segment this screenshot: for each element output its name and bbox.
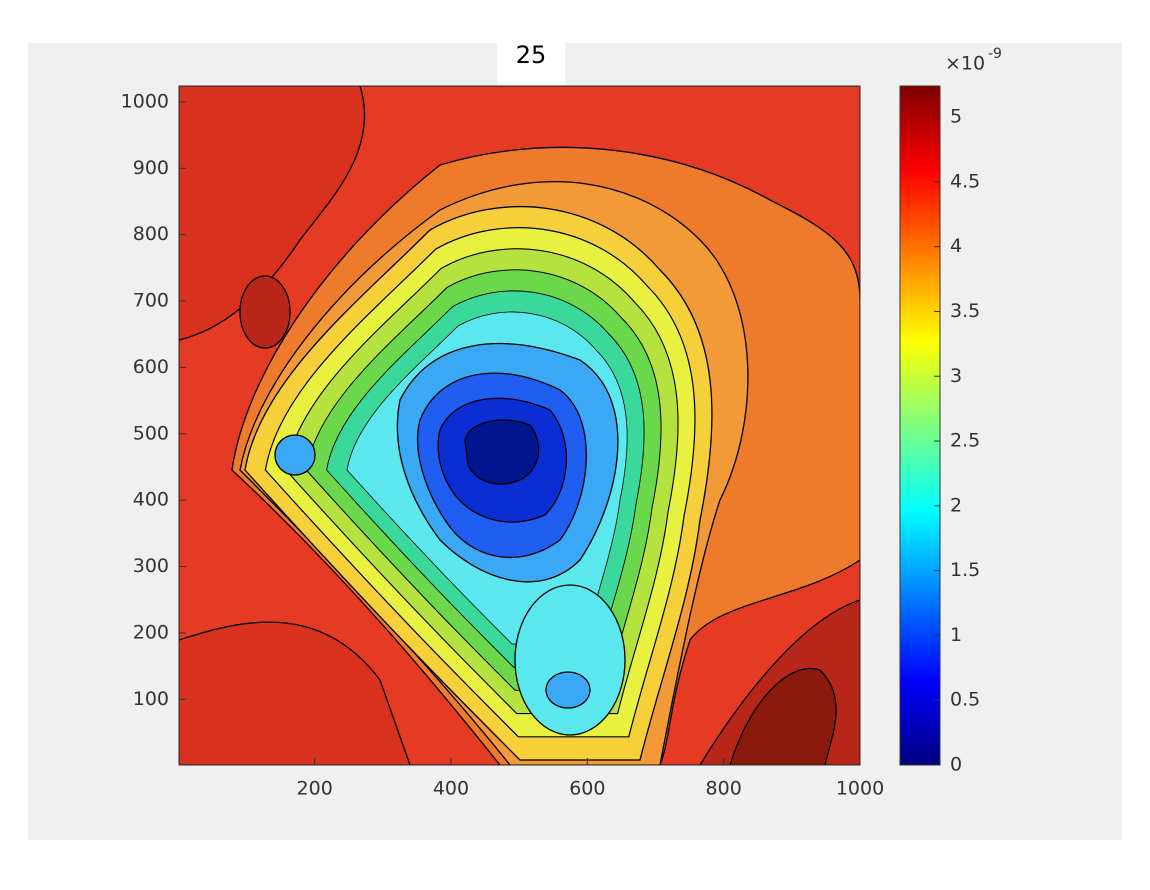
contour-level	[514, 584, 626, 736]
colorbar-tick-label: 1.5	[950, 559, 980, 581]
colorbar-tick-label: 0	[950, 754, 962, 776]
colorbar	[899, 85, 941, 766]
contour-field	[179, 86, 860, 765]
colorbar-tick-label: 3.5	[950, 300, 980, 322]
colorbar-tick-label: 5	[950, 106, 962, 128]
y-tick-label: 800	[133, 223, 169, 245]
y-tick-label: 600	[133, 356, 169, 378]
contour-level	[179, 621, 411, 765]
colorbar-tick-label: 2	[950, 494, 962, 516]
y-tick-label: 200	[133, 621, 169, 643]
colorbar-tick-label: 0.5	[950, 689, 980, 711]
contour-level	[729, 667, 837, 765]
contour-level	[239, 275, 291, 349]
title-box	[497, 43, 565, 85]
y-tick-label: 400	[133, 489, 169, 511]
x-tick-label: 400	[433, 778, 469, 800]
y-tick-label: 100	[133, 688, 169, 710]
x-tick-label: 200	[297, 778, 333, 800]
x-tick-label: 1000	[836, 778, 884, 800]
y-tick-label: 500	[133, 422, 169, 444]
colorbar-tick-label: 4.5	[950, 170, 980, 192]
colorbar-tick-label: 4	[950, 235, 962, 257]
y-tick-label: 1000	[121, 90, 169, 112]
colorbar-tick-label: 1	[950, 624, 962, 646]
y-tick-label: 300	[133, 555, 169, 577]
x-tick-label: 800	[706, 778, 742, 800]
colorbar-tick-label: 3	[950, 365, 962, 387]
contour-level	[274, 434, 316, 476]
contour-level	[179, 86, 366, 341]
chart-title: 25	[516, 41, 547, 69]
colorbar-exponent: -9	[988, 46, 1002, 62]
contour-level	[464, 419, 540, 485]
contour-level	[545, 671, 591, 709]
y-tick-label: 700	[133, 290, 169, 312]
y-tick-label: 900	[133, 157, 169, 179]
x-tick-label: 600	[569, 778, 605, 800]
colorbar-exponent-base: ×10	[945, 53, 985, 75]
colorbar-tick-label: 2.5	[950, 430, 980, 452]
plot-frame	[178, 85, 861, 766]
